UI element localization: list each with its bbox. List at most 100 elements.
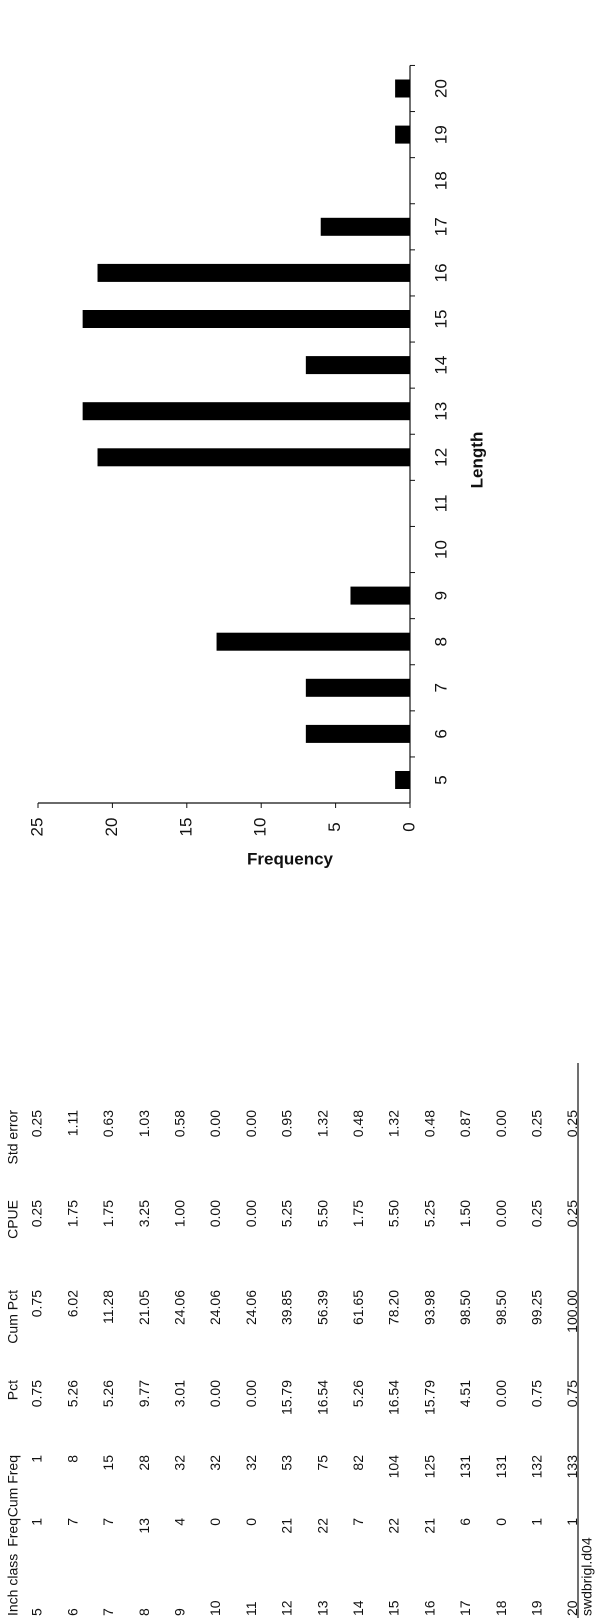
table-cell: 1.75 [64, 1200, 80, 1227]
bar [350, 586, 411, 605]
table-cell: 3.01 [172, 1380, 188, 1407]
table-cell: 0 [493, 1518, 509, 1526]
table-cell: 99.25 [529, 1290, 545, 1325]
table-cell: 17 [457, 1600, 473, 1616]
table-cell: 0.25 [564, 1200, 580, 1227]
table-cell: 0.63 [100, 1110, 116, 1137]
table-cell: 22 [386, 1518, 402, 1534]
y-tick-label: 15 [176, 818, 195, 837]
table-cell: 15 [386, 1600, 402, 1616]
table-cell: 133 [564, 1455, 580, 1479]
bar [216, 632, 410, 651]
column-header: CPUE [5, 1200, 21, 1239]
table-cell: 5 [29, 1608, 45, 1616]
table-cell: 104 [386, 1455, 402, 1479]
table-cell: 1.50 [457, 1200, 473, 1227]
table-cell: 93.98 [421, 1290, 437, 1325]
table-cell: 3.25 [136, 1200, 152, 1227]
column-header: Pct [5, 1380, 21, 1400]
table-cell: 132 [529, 1455, 545, 1479]
table-cell: 16.54 [386, 1380, 402, 1415]
bar [320, 217, 410, 236]
table-cell: 7 [64, 1518, 80, 1526]
table-cell: 0.58 [172, 1110, 188, 1137]
bar [97, 448, 411, 467]
table-cell: 0.25 [564, 1110, 580, 1137]
bar [82, 402, 410, 421]
table-cell: 13 [314, 1600, 330, 1616]
x-tick-label: 16 [431, 263, 450, 282]
table-cell: 16 [421, 1600, 437, 1616]
table-cell: 125 [421, 1455, 437, 1479]
x-axis-title: Length [467, 432, 486, 489]
table-cell: 32 [207, 1455, 223, 1471]
y-tick-label: 25 [27, 818, 46, 837]
table-cell: 131 [457, 1455, 473, 1479]
x-tick-label: 8 [431, 637, 450, 646]
table-cell: 0.00 [493, 1110, 509, 1137]
table-cell: 5.50 [386, 1200, 402, 1227]
table-cell: 0.87 [457, 1110, 473, 1137]
table-cell: 5.26 [350, 1380, 366, 1407]
table-cell: 1 [529, 1518, 545, 1526]
table-cell: 21 [279, 1518, 295, 1534]
table-cell: 32 [243, 1455, 259, 1471]
x-tick-label: 20 [431, 79, 450, 98]
bar [305, 356, 410, 375]
table-cell: 10 [207, 1600, 223, 1616]
table-cell: 6 [64, 1608, 80, 1616]
table-cell: 16.54 [314, 1380, 330, 1415]
table-cell: 1.75 [100, 1200, 116, 1227]
table-cell: 24.06 [207, 1290, 223, 1325]
x-tick-label: 14 [431, 356, 450, 375]
table-cell: 0.48 [350, 1110, 366, 1137]
table-cell: 98.50 [493, 1290, 509, 1325]
table-cell: 0.75 [29, 1290, 45, 1317]
x-tick-label: 7 [431, 683, 450, 692]
y-tick-label: 10 [251, 818, 270, 837]
table-cell: 6 [457, 1518, 473, 1526]
table-cell: 28 [136, 1455, 152, 1471]
x-tick-label: 19 [431, 125, 450, 144]
table-cell: 22 [314, 1518, 330, 1534]
table-cell: 11 [243, 1601, 259, 1616]
column-header: Std error [5, 1110, 21, 1165]
table-cell: 39.85 [279, 1290, 295, 1325]
table-cell: 15.79 [421, 1380, 437, 1415]
file-name: swdbrigl.d04 [579, 1537, 595, 1616]
table-cell: 18 [493, 1600, 509, 1616]
table-cell: 1.11 [64, 1110, 80, 1136]
bar [395, 79, 410, 98]
table-cell: 56.39 [314, 1290, 330, 1325]
table-cell: 53 [279, 1455, 295, 1471]
bar [395, 125, 410, 144]
table-cell: 0.48 [421, 1110, 437, 1137]
table-cell: 0.95 [279, 1110, 295, 1137]
table-cell: 5.26 [64, 1380, 80, 1407]
table-cell: 1 [29, 1518, 45, 1526]
table-cell: 0.25 [29, 1110, 45, 1137]
x-tick-label: 13 [431, 402, 450, 421]
table-cell: 7 [100, 1608, 116, 1616]
table-cell: 0.00 [207, 1200, 223, 1227]
table-cell: 0 [207, 1518, 223, 1526]
bar [82, 310, 410, 328]
table-cell: 4.51 [457, 1380, 473, 1407]
table-cell: 21 [421, 1518, 437, 1534]
x-tick-label: 17 [431, 217, 450, 236]
table-cell: 131 [493, 1455, 509, 1479]
bar [395, 771, 410, 789]
x-tick-label: 6 [431, 729, 450, 738]
table-cell: 21.05 [136, 1290, 152, 1325]
x-tick-label: 9 [431, 591, 450, 600]
y-tick-label: 5 [325, 822, 344, 831]
table-cell: 0.25 [29, 1200, 45, 1227]
table-cell: 4 [172, 1518, 188, 1526]
table-cell: 8 [136, 1608, 152, 1616]
table-cell: 11.28 [100, 1290, 116, 1324]
table-cell: 32 [172, 1455, 188, 1471]
table-cell: 7 [350, 1518, 366, 1526]
table-cell: 15.79 [279, 1380, 295, 1415]
bar [97, 263, 411, 282]
